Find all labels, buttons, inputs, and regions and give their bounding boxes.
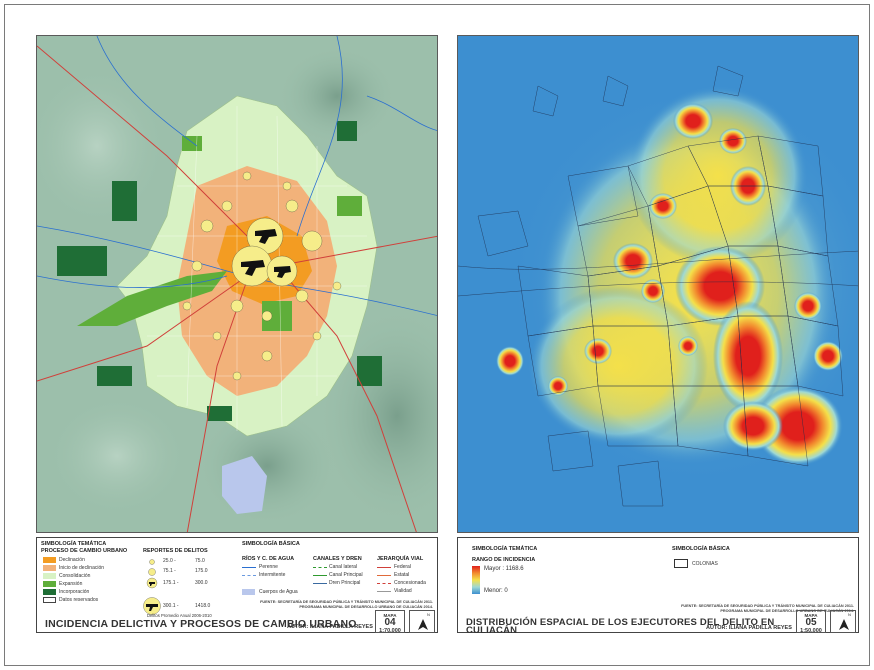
legend-rango-title: RANGO DE INCIDENCIA — [472, 557, 536, 563]
legend-mayor: Mayor : 1168.6 — [484, 566, 524, 572]
legend-consolidacion: Consolidación — [59, 573, 91, 579]
swatch-datos-reservados — [43, 597, 56, 603]
line-perenne — [242, 567, 256, 568]
map-04-number-box: MAPA 04 1:70,000 — [375, 610, 405, 634]
mapa-label: MAPA — [383, 613, 397, 618]
line-intermitente — [242, 575, 256, 576]
north-arrow-icon — [418, 619, 428, 630]
map-04-author: AUTOR: ILIANA PADILLA REYES — [287, 624, 373, 630]
legend-basica-title-2: SIMBOLOGÍA BÁSICA — [672, 546, 730, 552]
swatch-expansion — [43, 581, 56, 587]
fuente-line-1: FUENTE: SECRETARÍA DE SEGURIDAD PÚBLICA … — [260, 600, 433, 604]
map-05-heatmap — [458, 36, 858, 532]
swatch-cuerpos-agua — [242, 589, 255, 595]
legend-tematica-title: SIMBOLOGÍA TEMÁTICA — [41, 541, 107, 547]
map-05-title-line-2: CULIACÁN — [466, 625, 518, 636]
mapa-number: 04 — [384, 617, 396, 628]
map-04-legend: SIMBOLOGÍA TEMÁTICA PROCESO DE CAMBIO UR… — [36, 537, 438, 634]
mapa-scale-2: 1:50,000 — [800, 628, 822, 634]
line-dren-principal — [313, 583, 327, 584]
north-label-2: N — [848, 612, 851, 617]
map-05-title-line-1: DISTRIBUCIÓN ESPACIAL DE LOS EJECUTORES … — [466, 617, 775, 628]
legend-cuerpos-agua: Cuerpos de Agua — [259, 589, 298, 595]
legend-canal-lateral: Canal lateral — [329, 564, 358, 570]
swatch-declinacion — [43, 557, 56, 563]
fuente-line-2: PROGRAMA MUNICIPAL DE DESARROLLO URBANO … — [299, 605, 433, 609]
gun-symbol-small — [149, 559, 155, 565]
map-04-title: INCIDENCIA DELICTIVA Y PROCESOS DE CAMBI… — [45, 618, 357, 630]
line-canal-principal — [313, 575, 327, 576]
legend-menor: Menor: 0 — [484, 588, 508, 594]
legend-rios-title: RÍOS Y C. DE AGUA — [242, 556, 295, 562]
page-frame — [4, 4, 870, 666]
north-label: N — [427, 612, 430, 617]
legend-perenne: Perenne — [259, 564, 278, 570]
gun-symbol-medium — [148, 568, 156, 576]
reportes-1-from: 25.0 - — [163, 558, 176, 564]
reportes-4-from: 300.1 - — [163, 603, 179, 609]
legend-proceso-title: PROCESO DE CAMBIO URBANO — [41, 548, 128, 554]
gun-symbol-large — [146, 577, 158, 589]
reportes-1-to: 75.0 — [195, 558, 205, 564]
reportes-2-to: 175.0 — [195, 568, 208, 574]
mapa-number-2: 05 — [805, 617, 817, 628]
map-05-number-box: MAPA 05 1:50,000 — [796, 610, 826, 634]
legend-estatal: Estatal — [394, 572, 410, 578]
reportes-note: Delitos Promedio Anual 2006-2010 — [147, 613, 212, 618]
line-federal — [377, 567, 391, 568]
legend-colonias: COLONIAS — [692, 561, 718, 567]
mapa-scale: 1:70,000 — [379, 628, 401, 634]
legend-incorporacion: Incorporación — [59, 589, 90, 595]
legend-inicio-declinacion: Inicio de declinación — [59, 565, 105, 571]
reportes-4-to: 1418.0 — [195, 603, 211, 609]
legend-basica-title: SIMBOLOGÍA BÁSICA — [242, 541, 300, 547]
map-05-panel[interactable] — [457, 35, 859, 533]
legend-declinacion: Declinación — [59, 557, 85, 563]
map-05-author: AUTOR: ILIANA PADILLA REYES — [706, 625, 792, 631]
map-04-canvas — [37, 36, 437, 532]
line-concesionada — [377, 583, 391, 584]
swatch-incorporacion — [43, 589, 56, 595]
legend-federal: Federal — [394, 564, 411, 570]
rango-color-ramp — [472, 566, 480, 594]
swatch-inicio-declinacion — [43, 565, 56, 571]
swatch-colonias — [674, 559, 688, 568]
legend-dren-principal: Dren Principal — [329, 580, 361, 586]
legend-canal-principal: Canal Principal — [329, 572, 363, 578]
map-05-legend: SIMBOLOGÍA TEMÁTICA RANGO DE INCIDENCIA … — [457, 537, 859, 636]
legend-datos-reservados: Datos reservados — [59, 597, 99, 603]
map-04-north-box: N — [409, 610, 435, 633]
legend-concesionada: Concesionada — [394, 580, 426, 586]
fuente-line-2-2: PROGRAMA MUNICIPAL DE DESARROLLO URBANO … — [720, 609, 854, 613]
reportes-3-from: 175.1 - — [163, 580, 179, 586]
legend-canales-title: CANALES Y DREN — [313, 556, 362, 562]
line-canal-lateral — [313, 567, 327, 568]
swatch-consolidacion — [43, 573, 56, 579]
map-05-north-box: N — [830, 610, 856, 633]
legend-jerarquia-title: JERARQUÍA VIAL — [377, 556, 424, 562]
legend-expansion: Expansión — [59, 581, 83, 587]
mapa-label-2: MAPA — [804, 613, 818, 618]
line-vialidad — [377, 591, 391, 592]
gun-symbol-xlarge — [143, 597, 161, 615]
legend-intermitente: Intermitente — [259, 572, 286, 578]
reportes-3-to: 300.0 — [195, 580, 208, 586]
north-arrow-icon — [839, 619, 849, 630]
legend-tematica-title-2: SIMBOLOGÍA TEMÁTICA — [472, 546, 538, 552]
legend-vialidad: Vialidad — [394, 588, 412, 594]
reportes-2-from: 75.1 - — [163, 568, 176, 574]
map-04-panel[interactable] — [36, 35, 438, 533]
fuente-line-1-2: FUENTE: SECRETARÍA DE SEGURIDAD PÚBLICA … — [681, 604, 854, 608]
line-estatal — [377, 575, 391, 576]
legend-reportes-title: REPORTES DE DELITOS — [143, 548, 208, 554]
